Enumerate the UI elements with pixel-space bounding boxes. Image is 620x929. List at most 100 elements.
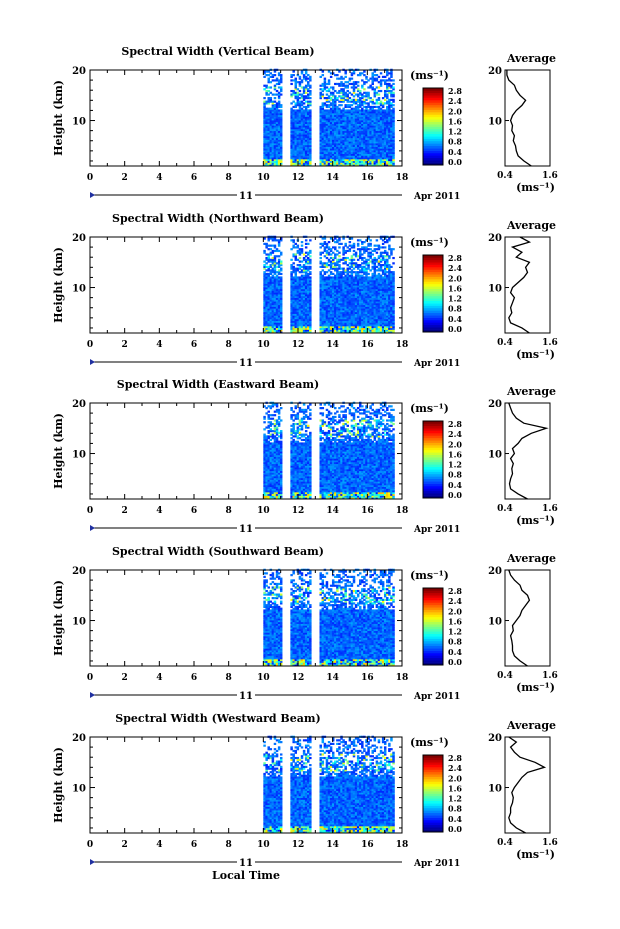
heatmap-cell	[294, 292, 298, 295]
heatmap-cell	[290, 148, 293, 151]
heatmap-cell	[327, 313, 331, 316]
heatmap-cell	[367, 151, 370, 155]
heatmap-cell	[361, 125, 364, 128]
heatmap-cell	[321, 153, 325, 156]
heatmap-cell	[307, 320, 310, 323]
heatmap-cell	[346, 127, 350, 130]
heatmap-cell	[265, 144, 268, 147]
heatmap-cell	[321, 251, 325, 254]
heatmap-cell	[346, 105, 350, 109]
heatmap-cell	[340, 287, 343, 290]
heatmap-cell	[290, 283, 293, 286]
heatmap-cell	[369, 107, 372, 110]
heatmap-cell	[383, 144, 387, 147]
colorbar-unit-label: (ms⁻¹)	[410, 69, 449, 82]
heatmap-cell	[388, 114, 391, 117]
heatmap-cell	[298, 102, 302, 105]
heatmap-cell	[273, 329, 277, 332]
heatmap-cell	[373, 302, 377, 306]
heatmap-cell	[323, 294, 327, 297]
heatmap-cell	[359, 143, 362, 146]
heatmap-cell	[352, 114, 356, 117]
heatmap-cell	[277, 329, 281, 332]
heatmap-cell	[338, 327, 341, 330]
heatmap-cell	[307, 155, 310, 158]
heatmap-cell	[298, 123, 302, 126]
heatmap-cell	[296, 143, 300, 146]
heatmap-cell	[323, 324, 327, 327]
heatmap-cell	[369, 248, 372, 251]
colorbar-tick-label: 1.2	[448, 127, 462, 137]
heatmap-cell	[386, 112, 389, 116]
heatmap-cell	[383, 164, 387, 167]
heatmap-cell	[381, 242, 385, 245]
heatmap-cell	[340, 162, 343, 165]
heatmap-cell	[373, 130, 377, 133]
heatmap-cell	[300, 118, 304, 121]
heatmap-cell	[348, 311, 352, 314]
heatmap-cell	[338, 112, 341, 116]
heatmap-cell	[273, 155, 277, 158]
heatmap-cell	[292, 118, 295, 121]
heatmap-cell	[369, 276, 372, 279]
heatmap-cell	[304, 267, 308, 270]
heatmap-cell	[365, 288, 368, 291]
heatmap-cell	[334, 327, 337, 330]
heatmap-cell	[373, 292, 377, 295]
heatmap-cell	[350, 290, 354, 293]
heatmap-cell	[267, 253, 270, 256]
colorbar-step	[423, 109, 443, 113]
heatmap-cell	[298, 81, 302, 84]
heatmap-cell	[379, 132, 383, 135]
heatmap-cell	[334, 157, 337, 160]
heatmap-cell	[352, 98, 356, 101]
heatmap-cell	[373, 77, 377, 80]
heatmap-cell	[263, 148, 266, 151]
heatmap-cell	[329, 146, 333, 149]
heatmap-cell	[307, 160, 310, 163]
heatmap-cell	[296, 322, 300, 325]
heatmap-cell	[267, 276, 270, 279]
heatmap-cell	[356, 153, 360, 156]
heatmap-cell	[329, 114, 333, 117]
heatmap-cell	[273, 162, 277, 165]
heatmap-cell	[369, 304, 372, 307]
heatmap-cell	[325, 271, 329, 274]
heatmap-cell	[346, 302, 350, 306]
heatmap-cell	[304, 265, 308, 268]
heatmap-cell	[342, 329, 345, 332]
heatmap-cell	[371, 111, 374, 114]
heatmap-cell	[273, 150, 277, 153]
heatmap-cell	[321, 121, 325, 124]
heatmap-cell	[279, 75, 283, 78]
heatmap-cell	[361, 242, 364, 245]
heatmap-cell	[390, 317, 393, 320]
heatmap-cell	[365, 269, 368, 272]
heatmap-cell	[373, 264, 377, 267]
heatmap-cell	[363, 88, 366, 91]
colorbar-step	[423, 136, 443, 139]
heatmap-cell	[352, 112, 356, 116]
heatmap-cell	[300, 306, 304, 309]
heatmap-cell	[300, 160, 304, 163]
heatmap-cell	[352, 120, 356, 123]
heatmap-cell	[352, 102, 356, 105]
heatmap-cell	[300, 97, 304, 100]
heatmap-cell	[348, 301, 352, 304]
heatmap-cell	[265, 288, 268, 291]
heatmap-cell	[365, 320, 368, 323]
heatmap-cell	[344, 155, 347, 158]
heatmap-cell	[292, 304, 295, 307]
heatmap-cell	[269, 107, 273, 110]
heatmap-cell	[307, 262, 310, 265]
heatmap-cell	[273, 134, 277, 137]
colorbar-step	[423, 95, 443, 98]
heatmap-cell	[271, 100, 275, 103]
heatmap-cell	[290, 118, 293, 121]
heatmap-cell	[379, 278, 383, 281]
heatmap-cell	[361, 160, 364, 163]
heatmap-cell	[350, 162, 354, 165]
heatmap-cell	[344, 153, 347, 156]
heatmap-cell	[379, 109, 383, 112]
heatmap-cell	[300, 278, 304, 281]
